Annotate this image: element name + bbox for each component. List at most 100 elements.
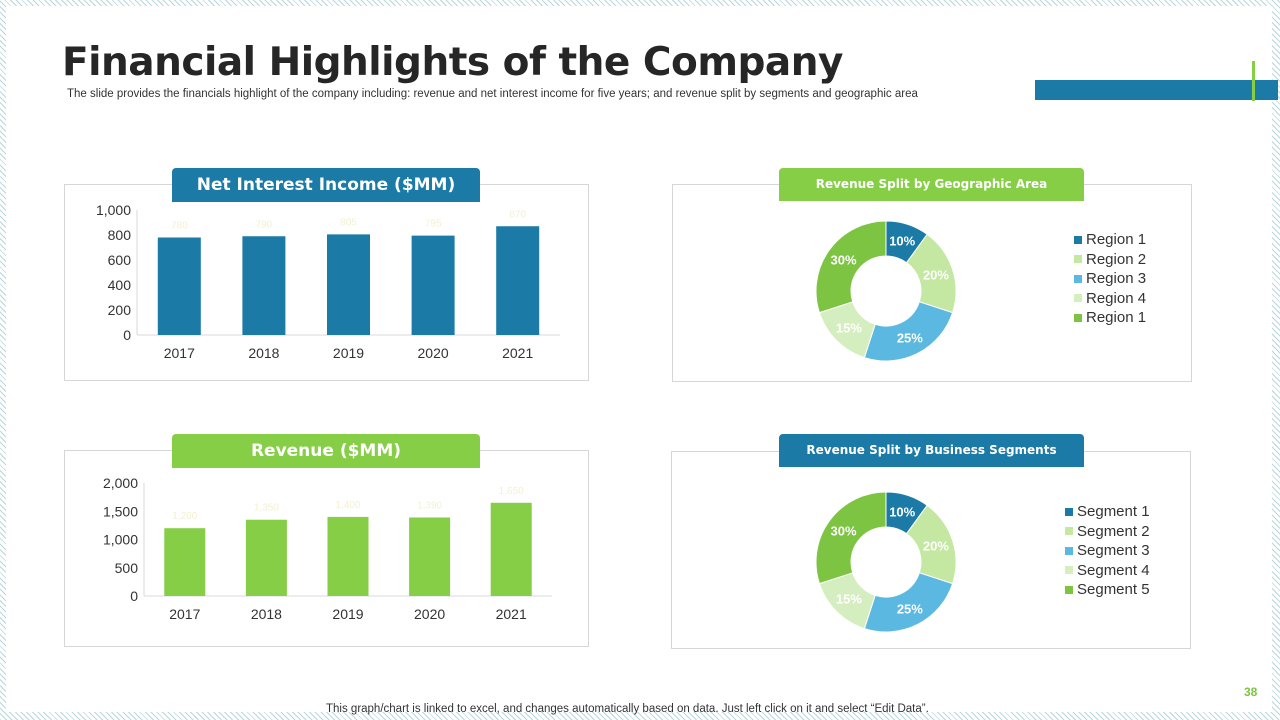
geographic-split-legend: Region 1 Region 2 Region 3 Region 4 Region 1	[1074, 230, 1146, 328]
legend-label: Segment 1	[1077, 503, 1150, 521]
legend-label: Region 1	[1086, 231, 1147, 249]
legend-label: Segment 2	[1077, 522, 1150, 540]
legend-swatch	[1074, 255, 1082, 264]
legend-swatch	[1074, 235, 1082, 244]
legend-label: Region 2	[1086, 250, 1147, 268]
bar-2019	[327, 516, 369, 596]
revenue-title: Revenue ($MM)	[172, 434, 480, 468]
x-tick-label: 2018	[251, 606, 282, 622]
bar-2021	[490, 502, 532, 596]
y-tick-label: 600	[108, 252, 132, 268]
bar-2020	[411, 235, 455, 335]
legend-item: Segment 1	[1065, 502, 1150, 522]
data-label: 1,350	[254, 503, 279, 514]
slide-subtitle: The slide provides the financials highli…	[67, 88, 918, 100]
legend-swatch	[1074, 274, 1082, 283]
segment-split-legend: Segment 1 Segment 2 Segment 3 Segment 4 Segm…	[1065, 502, 1150, 600]
x-tick-label: 2019	[333, 345, 364, 361]
geographic-split-chart[interactable]: 10% 20% 25% 15% 30%	[673, 185, 1191, 381]
legend-swatch	[1065, 507, 1073, 516]
slice-label: 15%	[836, 592, 862, 607]
accent-tick	[1252, 61, 1255, 101]
slide-title: Financial Highlights of the Company	[62, 40, 843, 85]
geographic-split-title: Revenue Split by Geographic Area	[779, 168, 1084, 201]
data-label: 805	[340, 217, 357, 228]
slice-label: 10%	[889, 505, 915, 520]
legend-item: Region 1	[1074, 308, 1146, 328]
data-label: 780	[171, 221, 188, 232]
legend-swatch	[1074, 294, 1082, 303]
legend-item: Region 2	[1074, 250, 1146, 270]
slice-5	[815, 220, 887, 314]
legend-item: Segment 3	[1065, 541, 1150, 561]
legend-swatch	[1065, 566, 1073, 575]
x-tick-label: 2020	[414, 606, 445, 622]
legend-swatch	[1065, 585, 1073, 594]
legend-item: Segment 5	[1065, 580, 1150, 600]
page-number: 38	[1244, 685, 1258, 699]
slice-label: 15%	[836, 321, 862, 336]
y-tick-label: 2,000	[103, 475, 138, 491]
x-tick-label: 2021	[502, 345, 533, 361]
x-tick-label: 2021	[496, 606, 527, 622]
y-tick-label: 1,000	[103, 532, 138, 548]
legend-label: Segment 5	[1077, 581, 1150, 599]
revenue-chart[interactable]: 0 500 1,000 1,500 2,000 1,200 2017 1,350 2018 1,4…	[65, 451, 588, 646]
legend-item: Region 1	[1074, 230, 1146, 250]
y-tick-label: 1,500	[103, 503, 138, 519]
y-tick-label: 0	[130, 588, 138, 604]
y-tick-label: 1,000	[96, 202, 131, 218]
bar-2020	[409, 517, 451, 596]
legend-item: Segment 2	[1065, 522, 1150, 542]
slice-label: 30%	[831, 253, 857, 268]
slice-label: 30%	[831, 524, 857, 539]
bar-2017	[157, 237, 201, 335]
x-tick-label: 2017	[169, 606, 200, 622]
legend-item: Region 3	[1074, 269, 1146, 289]
y-tick-label: 0	[123, 327, 131, 343]
slide: Financial Highlights of the Company The …	[6, 6, 1278, 715]
legend-swatch	[1065, 546, 1073, 555]
y-tick-label: 200	[108, 302, 132, 318]
legend-label: Region 1	[1086, 309, 1147, 327]
segment-split-title: Revenue Split by Business Segments	[779, 434, 1084, 467]
legend-label: Segment 3	[1077, 542, 1150, 560]
segment-split-chart[interactable]: 10% 20% 25% 15% 30%	[672, 452, 1190, 648]
y-tick-label: 500	[115, 560, 139, 576]
footnote: This graph/chart is linked to excel, and…	[326, 703, 929, 715]
y-tick-label: 400	[108, 277, 132, 293]
net-interest-income-panel: 0 200 400 600 800 1,000 780 2017 790 2018 805 2019 7…	[64, 184, 589, 381]
x-tick-label: 2019	[332, 606, 363, 622]
data-label: 1,200	[172, 511, 197, 522]
data-label: 1,400	[335, 500, 360, 511]
revenue-panel: 0 500 1,000 1,500 2,000 1,200 2017 1,350 2018 1,4…	[64, 450, 589, 647]
legend-label: Region 3	[1086, 270, 1147, 288]
x-tick-label: 2017	[164, 345, 195, 361]
legend-label: Segment 4	[1077, 561, 1150, 579]
legend-swatch	[1074, 313, 1082, 322]
slice-label: 20%	[923, 267, 949, 282]
segment-split-panel: 10% 20% 25% 15% 30% Segment 1 Segment 2 Segmen…	[671, 451, 1191, 649]
x-tick-label: 2018	[248, 345, 279, 361]
bar-2018	[242, 236, 286, 335]
bar-2018	[245, 519, 287, 596]
legend-item: Segment 4	[1065, 561, 1150, 581]
net-interest-income-chart[interactable]: 0 200 400 600 800 1,000 780 2017 790 2018 805 2019 7…	[65, 185, 588, 380]
bar-2021	[496, 226, 540, 335]
slice-label: 10%	[889, 234, 915, 249]
y-tick-label: 800	[108, 227, 132, 243]
accent-bar	[1035, 80, 1278, 100]
bar-2019	[327, 234, 370, 335]
data-label: 795	[425, 219, 442, 230]
slice-label: 25%	[897, 601, 923, 616]
legend-item: Region 4	[1074, 289, 1146, 309]
data-label: 870	[509, 209, 526, 220]
slice-5	[815, 491, 887, 585]
geographic-split-panel: 10% 20% 25% 15% 30% Region 1 Region 2 Region 3…	[672, 184, 1192, 382]
net-interest-income-title: Net Interest Income ($MM)	[172, 168, 480, 202]
bar-2017	[164, 528, 206, 596]
legend-swatch	[1065, 527, 1073, 536]
data-label: 1,390	[417, 500, 442, 511]
slice-label: 20%	[923, 538, 949, 553]
data-label: 1,650	[499, 486, 524, 497]
